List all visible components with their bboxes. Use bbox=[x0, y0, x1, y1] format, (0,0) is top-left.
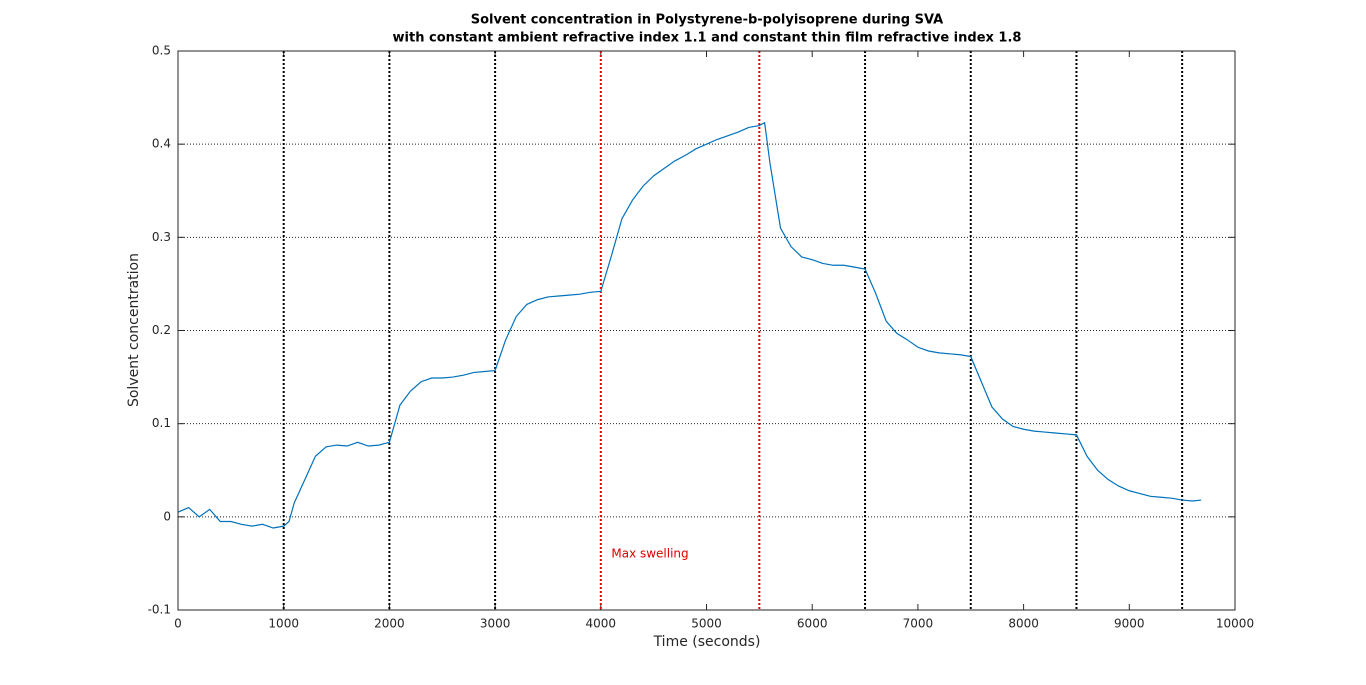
y-tick-label: -0.1 bbox=[148, 603, 171, 617]
x-tick-label: 4000 bbox=[586, 617, 617, 631]
y-axis-label: Solvent concentration bbox=[126, 253, 142, 407]
chart-subtitle: with constant ambient refractive index 1… bbox=[393, 31, 1022, 46]
y-tick-label: 0.5 bbox=[152, 44, 171, 58]
x-tick-label: 6000 bbox=[797, 617, 828, 631]
data-line bbox=[177, 121, 1202, 529]
y-tick-label: 0.2 bbox=[152, 323, 171, 337]
y-tick-label: 0 bbox=[163, 509, 171, 523]
annotation: Max swelling bbox=[611, 547, 688, 561]
x-tick-label: 2000 bbox=[374, 617, 405, 631]
x-tick-label: 1000 bbox=[268, 617, 299, 631]
y-tick-label: 0.3 bbox=[152, 230, 171, 244]
y-tick-label: 0.4 bbox=[152, 137, 171, 151]
x-tick-label: 5000 bbox=[691, 617, 722, 631]
y-tick-label: 0.1 bbox=[152, 416, 171, 430]
chart-title: Solvent concentration in Polystyrene-b-p… bbox=[471, 13, 943, 28]
x-tick-label: 3000 bbox=[480, 617, 511, 631]
x-tick-label: 10000 bbox=[1216, 617, 1254, 631]
x-tick-label: 9000 bbox=[1114, 617, 1145, 631]
plot-frame bbox=[177, 50, 1236, 611]
x-tick-label: 8000 bbox=[1008, 617, 1039, 631]
x-tick-label: 0 bbox=[174, 617, 182, 631]
x-axis-label: Time (seconds) bbox=[653, 634, 761, 650]
x-tick-label: 7000 bbox=[903, 617, 934, 631]
